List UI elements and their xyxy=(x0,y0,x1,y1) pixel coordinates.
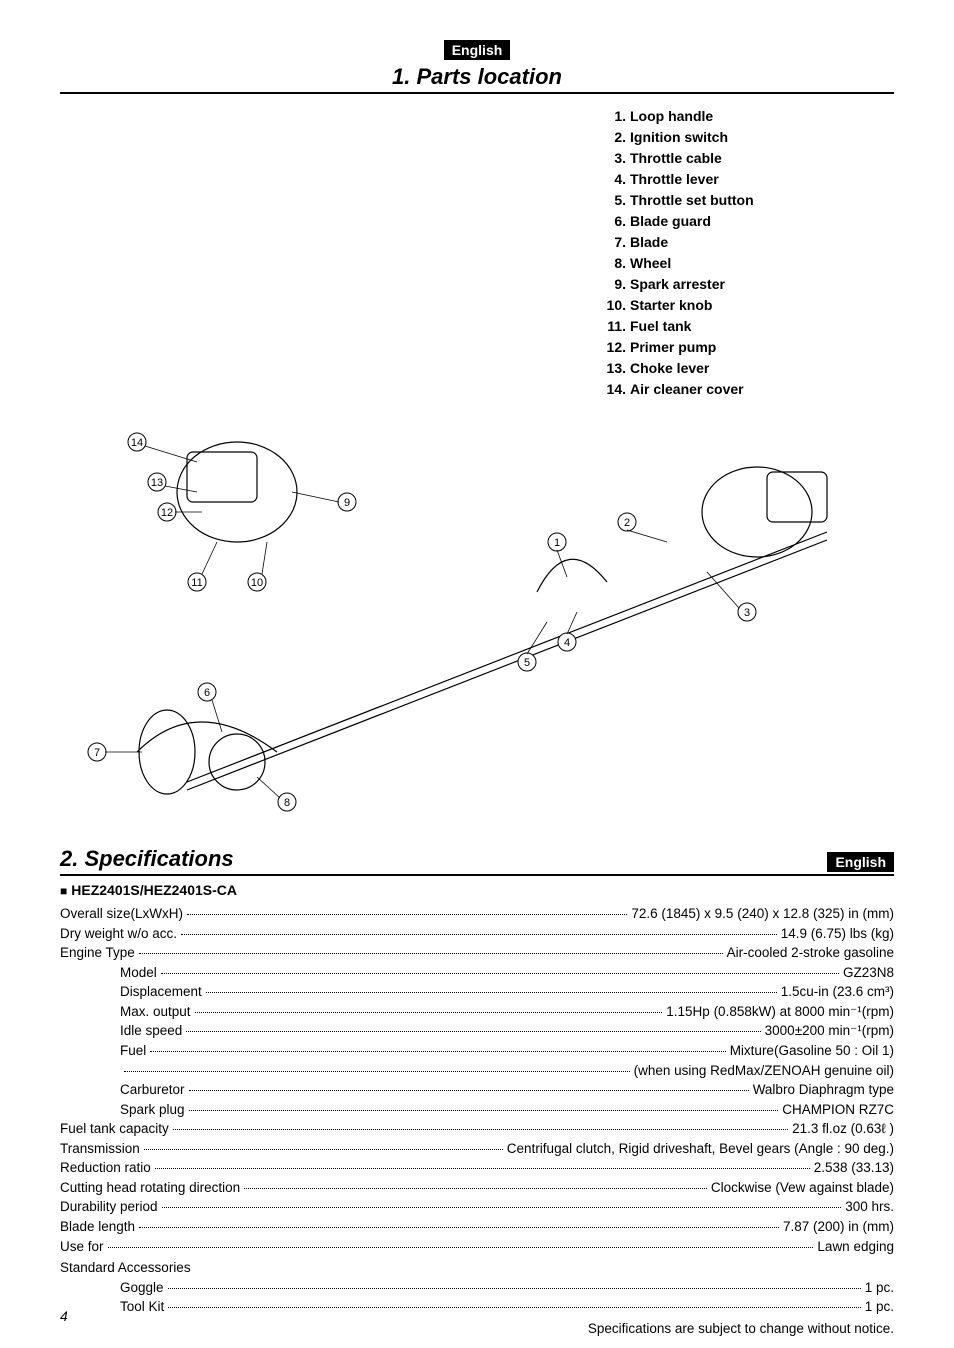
svg-text:1: 1 xyxy=(554,537,560,549)
spec-row: Cutting head rotating directionClockwise… xyxy=(60,1178,894,1198)
accessory-row: Goggle1 pc. xyxy=(60,1278,894,1298)
spec-row: FuelMixture(Gasoline 50 : Oil 1) xyxy=(60,1041,894,1061)
svg-text:2: 2 xyxy=(624,517,630,529)
svg-text:12: 12 xyxy=(161,507,173,519)
parts-list: 1.Loop handle2.Ignition switch3.Throttle… xyxy=(600,106,894,400)
page-number: 4 xyxy=(60,1308,68,1324)
language-badge-section2: English xyxy=(827,852,894,872)
model-heading: ■HEZ2401S/HEZ2401S-CA xyxy=(60,882,894,898)
spec-row: Use forLawn edging xyxy=(60,1237,894,1257)
spec-row: CarburetorWalbro Diaphragm type xyxy=(60,1080,894,1100)
svg-text:3: 3 xyxy=(744,607,750,619)
parts-list-item: 13.Choke lever xyxy=(600,358,894,379)
parts-list-item: 5.Throttle set button xyxy=(600,190,894,211)
svg-text:7: 7 xyxy=(94,747,100,759)
section-2-title: 2. Specifications xyxy=(60,846,234,872)
svg-text:11: 11 xyxy=(191,577,202,589)
spec-row: ModelGZ23N8 xyxy=(60,963,894,983)
svg-text:6: 6 xyxy=(204,687,210,699)
spec-row: Blade length7.87 (200) in (mm) xyxy=(60,1217,894,1237)
svg-text:8: 8 xyxy=(284,797,290,809)
spec-row: Engine TypeAir-cooled 2-stroke gasoline xyxy=(60,943,894,963)
svg-text:5: 5 xyxy=(524,657,530,669)
parts-list-item: 3.Throttle cable xyxy=(600,148,894,169)
spec-row: Spark plugCHAMPION RZ7C xyxy=(60,1100,894,1120)
spec-row: Max. output1.15Hp (0.858kW) at 8000 min⁻… xyxy=(60,1002,894,1022)
svg-text:10: 10 xyxy=(251,577,263,589)
spec-row: Durability period300 hrs. xyxy=(60,1197,894,1217)
parts-list-item: 11.Fuel tank xyxy=(600,316,894,337)
accessory-row: Tool Kit1 pc. xyxy=(60,1297,894,1317)
parts-list-item: 8.Wheel xyxy=(600,253,894,274)
spec-footnote: Specifications are subject to change wit… xyxy=(60,1321,894,1336)
spec-row: Idle speed3000±200 min⁻¹(rpm) xyxy=(60,1021,894,1041)
parts-diagram: 14 13 12 11 10 9 1 2 3 4 5 6 7 8 xyxy=(67,412,887,822)
parts-list-item: 7.Blade xyxy=(600,232,894,253)
section-1-title: 1. Parts location xyxy=(392,64,562,89)
language-badge-top: English xyxy=(444,40,511,60)
svg-text:9: 9 xyxy=(344,497,350,509)
spec-row: Displacement1.5cu-in (23.6 cm³) xyxy=(60,982,894,1002)
svg-text:4: 4 xyxy=(564,637,570,649)
parts-list-item: 6.Blade guard xyxy=(600,211,894,232)
parts-list-item: 10.Starter knob xyxy=(600,295,894,316)
accessories-heading: Standard Accessories xyxy=(60,1258,894,1278)
svg-text:13: 13 xyxy=(151,477,163,489)
spec-row: Dry weight w/o acc.14.9 (6.75) lbs (kg) xyxy=(60,924,894,944)
spec-row: Overall size(LxWxH)72.6 (1845) x 9.5 (24… xyxy=(60,904,894,924)
specifications-block: Overall size(LxWxH)72.6 (1845) x 9.5 (24… xyxy=(60,904,894,1256)
spec-row: Fuel tank capacity21.3 fl.oz (0.63ℓ ) xyxy=(60,1119,894,1139)
parts-list-item: 9.Spark arrester xyxy=(600,274,894,295)
spec-row: Reduction ratio2.538 (33.13) xyxy=(60,1158,894,1178)
spec-row: TransmissionCentrifugal clutch, Rigid dr… xyxy=(60,1139,894,1159)
svg-text:14: 14 xyxy=(131,437,143,449)
section-1-rule xyxy=(60,92,894,94)
parts-list-item: 2.Ignition switch xyxy=(600,127,894,148)
parts-list-item: 12.Primer pump xyxy=(600,337,894,358)
spec-row: (when using RedMax/ZENOAH genuine oil) xyxy=(60,1061,894,1081)
section-2-rule xyxy=(60,874,894,876)
parts-list-item: 1.Loop handle xyxy=(600,106,894,127)
parts-list-item: 4.Throttle lever xyxy=(600,169,894,190)
parts-list-item: 14.Air cleaner cover xyxy=(600,379,894,400)
